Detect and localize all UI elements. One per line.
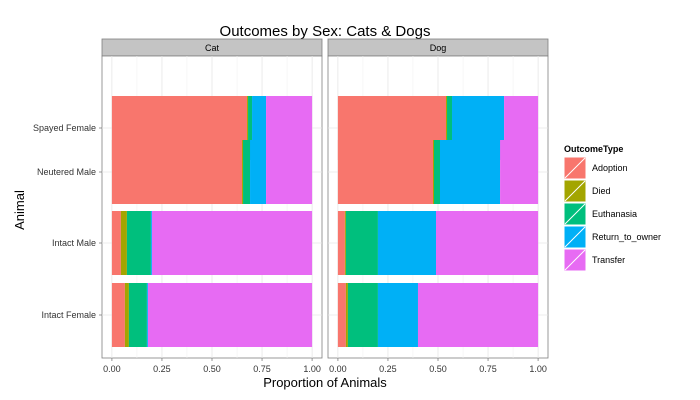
bar-dog-neutered-male-died bbox=[432, 140, 434, 204]
legend: OutcomeType Adoption Died Euthanasia Return_… bbox=[563, 144, 661, 272]
bar-cat-intact-female-euthanasia bbox=[128, 283, 147, 347]
bar-cat-neutered-male-transfer bbox=[266, 140, 313, 204]
x-tick-label: 0.25 bbox=[153, 364, 171, 374]
bar-dog-intact-female-died bbox=[345, 283, 348, 347]
facet-label: Dog bbox=[430, 43, 447, 53]
x-tick-label: 0.50 bbox=[429, 364, 447, 374]
bar-dog-neutered-male-euthanasia bbox=[433, 140, 441, 204]
legend-item-transfer: Transfer bbox=[563, 248, 625, 272]
bar-dog-spayed-female-died bbox=[446, 96, 448, 160]
facet-label: Cat bbox=[205, 43, 220, 53]
legend-key-slash bbox=[564, 180, 586, 202]
legend-label: Euthanasia bbox=[592, 209, 637, 219]
legend-key-slash bbox=[564, 157, 586, 179]
bar-cat-intact-male-died bbox=[120, 211, 127, 275]
bar-dog-intact-male-died bbox=[344, 211, 346, 275]
legend-item-euthanasia: Euthanasia bbox=[563, 202, 637, 226]
legend-label: Return_to_owner bbox=[592, 232, 661, 242]
legend-item-return-to-owner: Return_to_owner bbox=[563, 225, 661, 249]
x-tick-label: 0.25 bbox=[379, 364, 397, 374]
bar-dog-intact-female-adoption bbox=[337, 283, 346, 347]
y-tick-label: Intact Male bbox=[52, 238, 96, 248]
bar-dog-neutered-male-return-to-owner bbox=[440, 140, 501, 204]
bar-dog-intact-male-transfer bbox=[435, 211, 539, 275]
bar-cat-spayed-female-euthanasia bbox=[248, 96, 253, 160]
y-axis-label: Animal bbox=[12, 190, 27, 230]
bar-cat-intact-female-transfer bbox=[147, 283, 313, 347]
legend-key-slash bbox=[564, 249, 586, 271]
bar-dog-neutered-male-adoption bbox=[337, 140, 433, 204]
bar-cat-intact-female-adoption bbox=[111, 283, 125, 347]
y-tick-label: Intact Female bbox=[41, 310, 96, 320]
legend-label: Died bbox=[592, 186, 611, 196]
x-tick-label: 0.50 bbox=[203, 364, 221, 374]
bar-dog-intact-female-return-to-owner bbox=[377, 283, 418, 347]
bar-cat-intact-male-return-to-owner bbox=[150, 211, 152, 275]
bar-cat-intact-female-return-to-owner bbox=[146, 283, 148, 347]
bar-cat-intact-male-euthanasia bbox=[126, 211, 151, 275]
bar-cat-intact-male-transfer bbox=[151, 211, 313, 275]
bar-cat-neutered-male-died bbox=[242, 140, 244, 204]
bar-cat-spayed-female-died bbox=[247, 96, 249, 160]
x-tick-label: 0.75 bbox=[253, 364, 271, 374]
legend-item-died: Died bbox=[563, 179, 611, 203]
bar-dog-neutered-male-transfer bbox=[500, 140, 539, 204]
y-tick-label: Spayed Female bbox=[33, 123, 96, 133]
bar-dog-intact-male-return-to-owner bbox=[377, 211, 436, 275]
chart-title: Outcomes by Sex: Cats & Dogs bbox=[220, 23, 431, 40]
legend-label: Transfer bbox=[592, 255, 625, 265]
bar-cat-neutered-male-adoption bbox=[111, 140, 243, 204]
bar-dog-intact-female-euthanasia bbox=[347, 283, 378, 347]
bar-cat-neutered-male-return-to-owner bbox=[250, 140, 267, 204]
bar-cat-intact-male-adoption bbox=[111, 211, 121, 275]
bar-dog-intact-male-adoption bbox=[337, 211, 345, 275]
panel-dog: Dog 0.00 0.25 0.50 0.75 1.00 bbox=[327, 38, 549, 374]
bar-cat-intact-female-died bbox=[124, 283, 129, 347]
x-tick-label: 0.75 bbox=[479, 364, 497, 374]
x-tick-label: 1.00 bbox=[303, 364, 321, 374]
x-axis-label: Proportion of Animals bbox=[263, 375, 387, 390]
y-tick-label: Neutered Male bbox=[37, 167, 96, 177]
legend-item-adoption: Adoption bbox=[563, 156, 628, 180]
legend-label: Adoption bbox=[592, 163, 628, 173]
legend-key-slash bbox=[564, 203, 586, 225]
bar-dog-intact-male-euthanasia bbox=[345, 211, 378, 275]
x-tick-label: 0.00 bbox=[103, 364, 121, 374]
legend-key-slash bbox=[564, 226, 586, 248]
x-tick-label: 0.00 bbox=[329, 364, 347, 374]
bar-dog-intact-female-transfer bbox=[417, 283, 539, 347]
panel-cat: Cat 0.00 0.25 0.50 0.75 1.00 bbox=[101, 38, 323, 374]
bar-cat-neutered-male-euthanasia bbox=[243, 140, 251, 204]
bar-dog-spayed-female-euthanasia bbox=[447, 96, 453, 160]
legend-title: OutcomeType bbox=[564, 144, 623, 154]
x-tick-label: 1.00 bbox=[529, 364, 547, 374]
